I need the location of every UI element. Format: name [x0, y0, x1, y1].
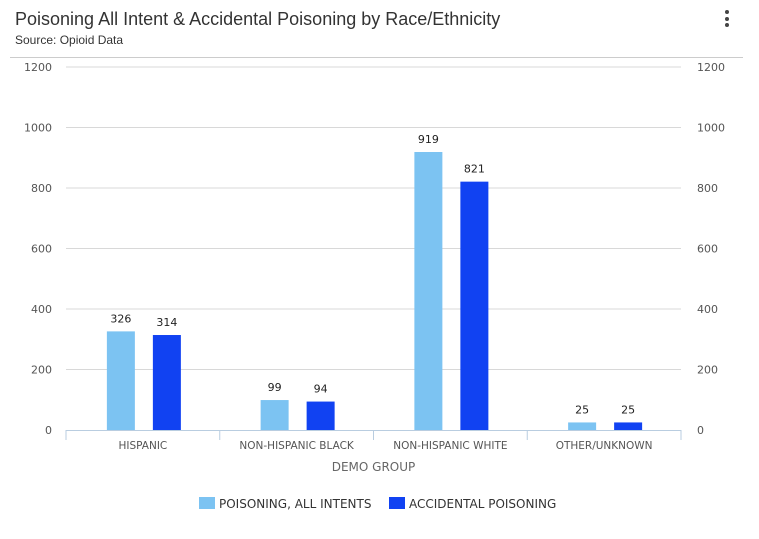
y-tick-label-right: 600 [697, 243, 718, 256]
x-tick-label: HISPANIC [118, 440, 167, 452]
data-label: 326 [110, 312, 131, 325]
divider [10, 57, 743, 58]
y-tick-label-left: 1000 [24, 122, 52, 135]
y-tick-label-left: 800 [31, 182, 52, 195]
data-label: 94 [314, 383, 328, 396]
legend-swatch [199, 497, 215, 509]
y-tick-label-left: 0 [45, 424, 52, 437]
y-tick-label-left: 200 [31, 364, 52, 377]
data-label: 314 [156, 316, 177, 329]
bar-accidental [614, 422, 643, 430]
y-tick-label-right: 1000 [697, 122, 725, 135]
chart-title: Poisoning All Intent & Accidental Poison… [15, 9, 501, 29]
y-tick-label-right: 1200 [697, 61, 725, 74]
data-label: 25 [621, 403, 635, 416]
bar-all-intents [260, 400, 289, 430]
chart-subtitle: Source: Opioid Data [15, 33, 124, 47]
legend-item[interactable]: ACCIDENTAL POISONING [389, 497, 556, 511]
bar-all-intents [568, 422, 597, 430]
bar-accidental [306, 401, 335, 430]
y-tick-label-left: 400 [31, 303, 52, 316]
bar-accidental [460, 181, 489, 430]
data-label: 25 [575, 403, 589, 416]
bar-all-intents [106, 331, 135, 430]
legend-label: POISONING, ALL INTENTS [219, 497, 371, 511]
y-tick-label-right: 800 [697, 182, 718, 195]
more-vertical-icon[interactable] [720, 10, 734, 32]
x-tick-label: NON-HISPANIC WHITE [393, 440, 507, 452]
data-label: 99 [268, 381, 282, 394]
legend-swatch [389, 497, 405, 509]
legend-item[interactable]: POISONING, ALL INTENTS [199, 497, 371, 511]
y-tick-label-right: 400 [697, 303, 718, 316]
legend-label: ACCIDENTAL POISONING [409, 497, 556, 511]
y-tick-label-right: 200 [697, 364, 718, 377]
data-label: 821 [464, 163, 485, 176]
x-tick-label: NON-HISPANIC BLACK [239, 440, 355, 452]
data-label: 919 [418, 133, 439, 146]
bar-accidental [152, 335, 181, 430]
y-tick-label-left: 600 [31, 243, 52, 256]
bar-all-intents [414, 152, 443, 430]
x-axis-title: DEMO GROUP [332, 460, 416, 474]
y-tick-label-left: 1200 [24, 61, 52, 74]
y-tick-label-right: 0 [697, 424, 704, 437]
x-tick-label: OTHER/UNKNOWN [556, 440, 653, 452]
